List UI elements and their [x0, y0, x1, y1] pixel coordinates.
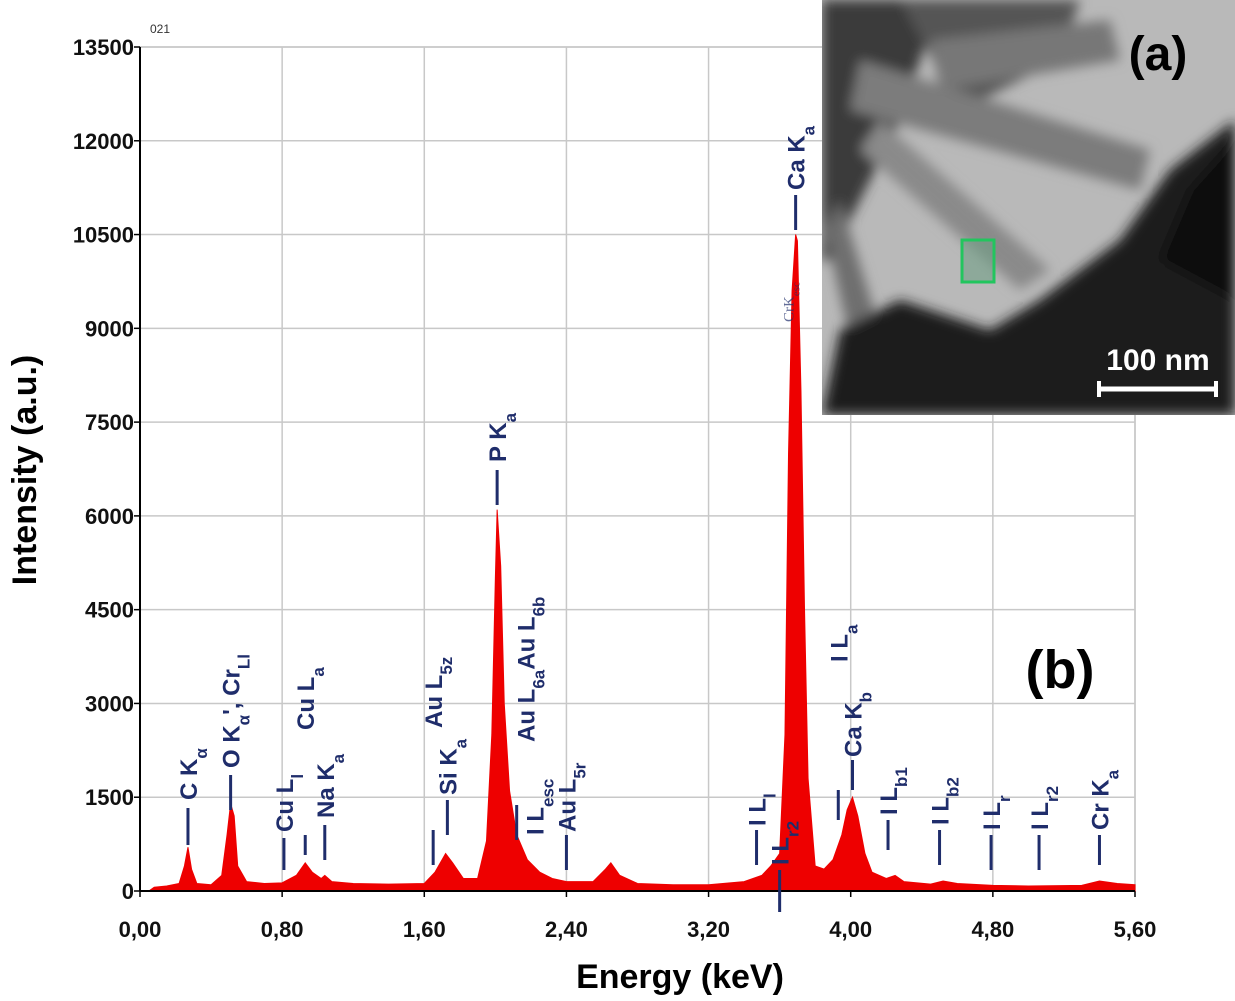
- peak-label-subscript: l: [287, 774, 306, 779]
- peak-label-subscript: l: [760, 793, 779, 798]
- peak-label-subscript: r2: [783, 821, 802, 837]
- x-tick-label: 3,20: [687, 917, 730, 942]
- x-tick-label: 4,80: [971, 917, 1014, 942]
- y-tick-label: 10500: [73, 223, 134, 248]
- x-tick-label: 1,60: [403, 917, 446, 942]
- peak-label-subscript: 6a: [529, 669, 548, 688]
- peak-label-subscript: b1: [892, 767, 911, 787]
- peak-label: Cu Ll: [272, 774, 307, 832]
- peak-label: P Ka: [485, 412, 519, 462]
- peak-label-text: Cu L: [293, 677, 320, 730]
- inset-image: 100 nm (a): [822, 0, 1235, 415]
- peak-label-text: I L: [876, 787, 903, 815]
- peak-label-text: ', Cr: [219, 669, 246, 715]
- peak-label-subscript: a: [451, 738, 470, 748]
- peak-label-text: Ca K: [840, 702, 867, 757]
- peak-label-text: Na K: [313, 763, 340, 818]
- peak-label-subscript: a: [842, 624, 861, 634]
- x-tick-label: 4,00: [829, 917, 872, 942]
- peak-label-text: P K: [485, 422, 512, 462]
- peak-label-text: C K: [176, 758, 203, 800]
- y-tick-label: 12000: [73, 129, 134, 154]
- peak-label: Au L5z: [421, 657, 456, 728]
- inset-label: (a): [1129, 28, 1188, 81]
- spectrum-area: [147, 234, 1136, 892]
- y-tick-label: 3000: [85, 691, 134, 716]
- peak-label-text: I L: [1027, 802, 1054, 830]
- peak-label: Cr Ka: [1087, 769, 1122, 830]
- y-tick-label: 4500: [85, 598, 134, 623]
- peak-label-text: Au L: [421, 675, 448, 728]
- peak-label: I Lb2: [928, 777, 963, 825]
- peak-label-subscript: α: [191, 748, 210, 759]
- peak-label: I Lr: [979, 795, 1014, 830]
- peak-label-subscript: a: [328, 753, 347, 763]
- peak-label-text: CrK: [781, 296, 797, 322]
- peak-label-subscript: b2: [943, 777, 962, 797]
- peak-label-text: Au L: [554, 779, 581, 832]
- y-tick-label: 1500: [85, 785, 134, 810]
- x-tick-label: 2,40: [545, 917, 588, 942]
- corner-label: 021: [150, 22, 170, 36]
- peak-label: Si Ka: [435, 738, 470, 795]
- peak-label: Na Ka: [313, 753, 348, 818]
- x-axis-title: Energy (keV): [576, 958, 784, 996]
- x-tick-label: 0,80: [261, 917, 304, 942]
- y-tick-label: 13500: [73, 35, 134, 60]
- panel-label: (b): [1026, 640, 1095, 700]
- peak-label-subscript: esc: [790, 282, 802, 296]
- peak-label: I Ll: [745, 793, 780, 826]
- peak-label: Ca Kb: [840, 692, 875, 757]
- peak-label-text: I L: [826, 634, 853, 662]
- y-tick-label: 0: [122, 879, 134, 904]
- peak-label: I Lr2: [1027, 786, 1062, 830]
- peak-label: Cu La: [293, 667, 328, 730]
- peak-label-subscript: α: [234, 714, 253, 725]
- peak-label-text: Au L: [514, 616, 541, 669]
- peak-label-text: I L: [745, 798, 772, 826]
- peak-label-text: O K: [219, 725, 246, 768]
- peak-label: Au L5r: [554, 762, 589, 832]
- peak-label-subscript: 5z: [437, 657, 456, 675]
- peak-label-subscript: b: [856, 692, 875, 702]
- peak-label: Au L6aAu L6b: [514, 597, 549, 742]
- peak-label-text: Si K: [435, 748, 462, 795]
- peak-label-subscript: a: [501, 412, 520, 422]
- peak-label-text: I L: [928, 797, 955, 825]
- peak-label-subscript: esc: [538, 779, 557, 807]
- peak-label-subscript: r2: [1043, 786, 1062, 802]
- peak-label-text: Cu L: [272, 779, 299, 832]
- y-tick-label: 9000: [85, 316, 134, 341]
- peak-label: C Kα: [176, 748, 211, 800]
- peak-label: I Lr2: [768, 821, 803, 865]
- peak-label: CrKesc: [781, 282, 802, 322]
- peak-label: I Lesc: [523, 779, 558, 835]
- plot-area: 0 1500 3000 4500 6000 7500 9000 10500 12000 13500…: [73, 35, 1157, 942]
- peak-label-subscript: Ll: [234, 654, 253, 669]
- x-tick-label: 5,60: [1114, 917, 1157, 942]
- peak-label: O Kα', CrLl: [219, 654, 254, 768]
- peak-label-subscript: a: [309, 667, 328, 677]
- y-tick-label: 7500: [85, 410, 134, 435]
- peak-label-subscript: r: [995, 795, 1014, 802]
- peak-label-text: I L: [768, 837, 795, 865]
- peak-label-subscript: a: [799, 125, 818, 135]
- peak-label: I Lb1: [876, 767, 911, 815]
- peak-label-text: Au L: [514, 689, 541, 742]
- peak-label-text: Cr K: [1087, 779, 1114, 830]
- peak-label-subscript: a: [1103, 769, 1122, 779]
- peak-label-subscript: 5r: [570, 762, 589, 778]
- peak-label-text: I L: [523, 807, 550, 835]
- y-tick-label: 6000: [85, 504, 134, 529]
- peak-label-subscript: 6b: [529, 597, 548, 617]
- peak-label-text: I L: [979, 802, 1006, 830]
- peak-label: Ca Ka: [784, 125, 819, 190]
- peak-label: I La: [826, 624, 861, 662]
- x-tick-label: 0,00: [119, 917, 162, 942]
- peak-label-text: Ca K: [784, 135, 811, 190]
- scale-bar-label: 100 nm: [1106, 344, 1209, 377]
- y-axis-title: Intensity (a.u.): [6, 355, 44, 585]
